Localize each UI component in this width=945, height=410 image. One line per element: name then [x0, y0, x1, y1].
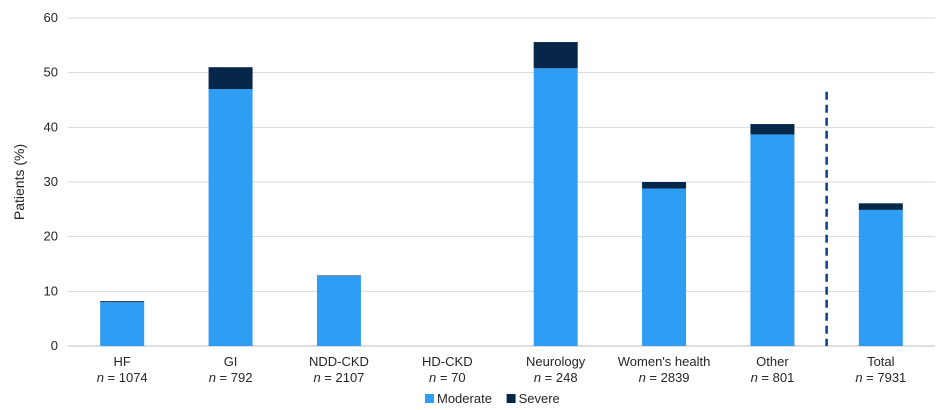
legend-label-severe: Severe	[519, 391, 560, 406]
x-n-label: n = 7931	[855, 370, 906, 385]
x-n-label: n = 70	[429, 370, 466, 385]
x-n-label: n = 1074	[97, 370, 148, 385]
bars	[100, 42, 903, 347]
x-category-label: HD-CKD	[422, 354, 473, 369]
x-n-label: n = 2107	[313, 370, 364, 385]
legend: Moderate Severe	[425, 391, 560, 406]
x-category-label: Women's health	[618, 354, 711, 369]
legend-swatch-severe	[506, 394, 516, 403]
bar-severe	[642, 182, 687, 189]
bar-severe	[533, 42, 578, 69]
y-tick-label: 40	[44, 119, 58, 134]
x-category-label: Total	[867, 354, 895, 369]
x-category-label: NDD-CKD	[309, 354, 369, 369]
bar-moderate	[533, 68, 578, 346]
x-n-label: n = 248	[534, 370, 578, 385]
bar-severe	[316, 275, 361, 277]
bar-severe	[208, 67, 253, 90]
x-n-label: n = 792	[209, 370, 253, 385]
bar-severe	[750, 124, 795, 135]
y-tick-label: 50	[44, 65, 58, 80]
legend-label-moderate: Moderate	[437, 391, 492, 406]
x-category-label: GI	[224, 354, 238, 369]
bar-moderate	[316, 276, 361, 346]
x-n-label: n = 801	[751, 370, 795, 385]
y-tick-labels: 0 10 20 30 40 50 60	[44, 10, 58, 353]
x-n-label: n = 2839	[639, 370, 690, 385]
legend-swatch-moderate	[425, 394, 434, 403]
y-axis-label: Patients (%)	[11, 144, 27, 220]
y-tick-label: 10	[44, 283, 58, 298]
bar-moderate	[858, 209, 903, 346]
y-tick-label: 20	[44, 229, 58, 244]
bar-moderate	[642, 188, 687, 346]
y-tick-label: 0	[51, 338, 58, 353]
y-tick-label: 30	[44, 174, 58, 189]
x-category-label: HF	[114, 354, 131, 369]
bar-severe	[858, 203, 903, 210]
gridlines	[68, 17, 935, 347]
bar-moderate	[100, 302, 145, 346]
bar-moderate	[208, 89, 253, 347]
y-tick-label: 60	[44, 10, 58, 25]
bar-severe	[100, 301, 145, 303]
x-category-label: Other	[756, 354, 789, 369]
bar-moderate	[750, 134, 795, 346]
x-category-label: Neurology	[526, 354, 586, 369]
